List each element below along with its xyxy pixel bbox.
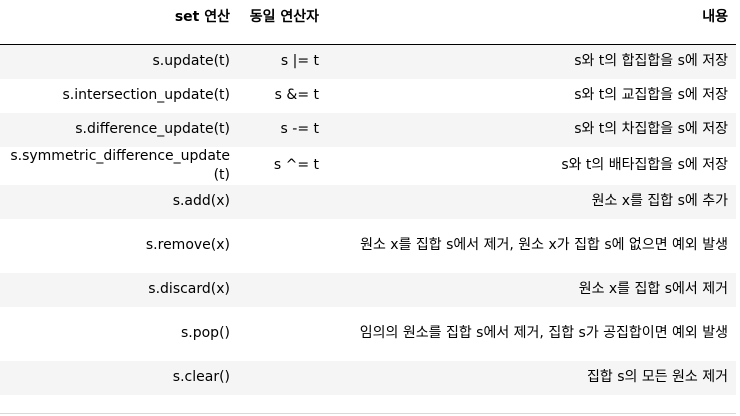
table-header: set 연산 동일 연산자 내용 [0, 0, 736, 45]
set-operations-table-container: set 연산 동일 연산자 내용 s.update(t) s |= t s와 t… [0, 0, 736, 395]
cell-description: s와 t의 교집합을 s에 저장 [327, 78, 736, 113]
cell-method: s.pop() [0, 306, 238, 361]
cell-description: 집합 s의 모든 원소 제거 [327, 360, 736, 395]
cell-operator [238, 306, 327, 361]
cell-method: s.add(x) [0, 184, 238, 219]
cell-method: s.clear() [0, 360, 238, 395]
table-row: s.intersection_update(t) s &= t s와 t의 교집… [0, 78, 736, 113]
set-operations-table: set 연산 동일 연산자 내용 s.update(t) s |= t s와 t… [0, 0, 736, 395]
cell-operator [238, 184, 327, 219]
cell-description: 원소 x를 집합 s에 추가 [327, 184, 736, 219]
cell-method: s.difference_update(t) [0, 112, 238, 147]
header-equivalent-operator: 동일 연산자 [238, 0, 327, 45]
cell-operator [238, 272, 327, 307]
header-set-operation: set 연산 [0, 0, 238, 45]
table-row: s.pop() 임의의 원소를 집합 s에서 제거, 집합 s가 공집합이면 예… [0, 306, 736, 361]
cell-description: s와 t의 합집합을 s에 저장 [327, 44, 736, 79]
cell-operator [238, 218, 327, 273]
table-row: s.clear() 집합 s의 모든 원소 제거 [0, 360, 736, 395]
table-body: s.update(t) s |= t s와 t의 합집합을 s에 저장 s.in… [0, 44, 736, 395]
cell-description: 임의의 원소를 집합 s에서 제거, 집합 s가 공집합이면 예외 발생 [327, 306, 736, 361]
cell-method: s.update(t) [0, 44, 238, 79]
cell-description: s와 t의 차집합을 s에 저장 [327, 112, 736, 147]
table-row: s.remove(x) 원소 x를 집합 s에서 제거, 원소 x가 집합 s에… [0, 218, 736, 273]
header-description: 내용 [327, 0, 736, 45]
table-row: s.difference_update(t) s -= t s와 t의 차집합을… [0, 112, 736, 147]
cell-method: s.remove(x) [0, 218, 238, 273]
cell-operator: s |= t [238, 44, 327, 79]
table-row: s.symmetric_difference_update(t) s ^= t … [0, 146, 736, 185]
cell-method: s.symmetric_difference_update(t) [0, 146, 238, 185]
cell-description: 원소 x를 집합 s에서 제거, 원소 x가 집합 s에 없으면 예외 발생 [327, 218, 736, 273]
cell-description: s와 t의 배타집합을 s에 저장 [327, 146, 736, 185]
table-row: s.add(x) 원소 x를 집합 s에 추가 [0, 184, 736, 219]
cell-method: s.intersection_update(t) [0, 78, 238, 113]
cell-operator [238, 360, 327, 395]
bottom-divider [0, 413, 736, 414]
header-row: set 연산 동일 연산자 내용 [0, 0, 736, 45]
cell-operator: s -= t [238, 112, 327, 147]
cell-operator: s &= t [238, 78, 327, 113]
cell-method: s.discard(x) [0, 272, 238, 307]
table-row: s.update(t) s |= t s와 t의 합집합을 s에 저장 [0, 44, 736, 79]
cell-operator: s ^= t [238, 146, 327, 185]
table-row: s.discard(x) 원소 x를 집합 s에서 제거 [0, 272, 736, 307]
cell-description: 원소 x를 집합 s에서 제거 [327, 272, 736, 307]
